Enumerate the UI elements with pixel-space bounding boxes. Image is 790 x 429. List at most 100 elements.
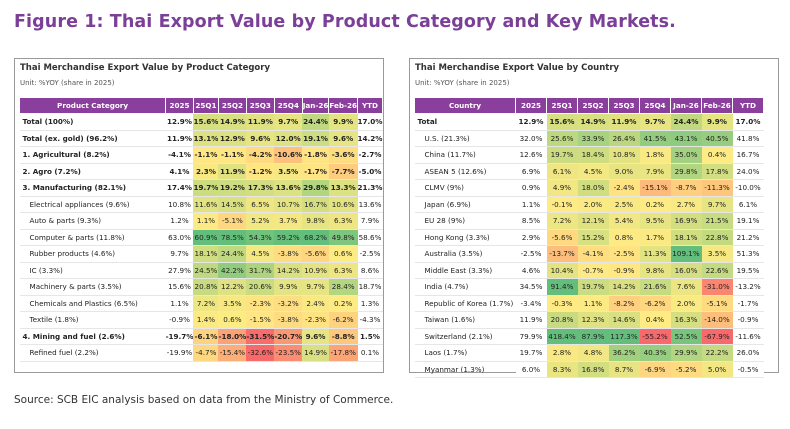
- header-period: 25Q2: [577, 97, 609, 114]
- value-cell: 16.7%: [732, 146, 764, 164]
- value-cell: 14.9%: [577, 113, 609, 131]
- value-cell: 7.9%: [357, 212, 383, 230]
- value-cell: 12.1%: [577, 212, 609, 230]
- value-cell: 18.1%: [670, 228, 702, 246]
- value-cell: 22.8%: [701, 228, 733, 246]
- value-cell: 13.6%: [357, 195, 383, 213]
- value-cell: 68.2%: [302, 228, 329, 246]
- value-cell: 1.1%: [193, 212, 219, 230]
- value-cell: 18.0%: [577, 179, 609, 197]
- value-cell: 34.5%: [515, 278, 547, 296]
- value-cell: 10.8%: [165, 195, 194, 213]
- row-label: EU 28 (9%): [414, 212, 516, 230]
- value-cell: 7.6%: [670, 278, 702, 296]
- row-label: Total: [414, 113, 516, 131]
- value-cell: -5.1%: [218, 212, 247, 230]
- header-period: 25Q2: [217, 97, 247, 114]
- value-cell: 1.4%: [193, 311, 219, 329]
- value-cell: 24.4%: [218, 245, 247, 263]
- value-cell: 9.7%: [639, 113, 671, 131]
- value-cell: 1.5%: [357, 327, 383, 345]
- header-label: Country: [414, 97, 516, 114]
- table-row: Computer & parts (11.8%) 63.0% 60.9% 78.5% 5…: [19, 228, 383, 246]
- value-cell: 18.4%: [577, 146, 609, 164]
- value-cell: 9.9%: [274, 278, 303, 296]
- value-cell: -19.7%: [165, 327, 194, 345]
- value-cell: 51.3%: [732, 245, 764, 263]
- table-row: Textile (1.8%) -0.9% 1.4% 0.6% -1.5% -3.8% -2.…: [19, 311, 383, 329]
- value-cell: 2.4%: [302, 294, 329, 312]
- value-cell: 32.0%: [515, 129, 547, 147]
- header-period: 25Q3: [608, 97, 640, 114]
- value-cell: 12.2%: [218, 278, 247, 296]
- table-row: Auto & parts (9.3%) 1.2% 1.1% -5.1% 5.2% 3.7%…: [19, 212, 383, 230]
- value-cell: 0.6%: [218, 311, 247, 329]
- value-cell: 20.8%: [193, 278, 219, 296]
- header-period: YTD: [732, 97, 764, 114]
- value-cell: 9.7%: [701, 195, 733, 213]
- value-cell: 14.5%: [218, 195, 247, 213]
- value-cell: 20.6%: [246, 278, 275, 296]
- value-cell: 26.4%: [608, 129, 640, 147]
- value-cell: 41.5%: [639, 129, 671, 147]
- value-cell: 28.4%: [328, 278, 358, 296]
- value-cell: 3.5%: [218, 294, 247, 312]
- value-cell: 2.0%: [670, 294, 702, 312]
- row-label: U.S. (21.3%): [414, 129, 516, 147]
- value-cell: 36.2%: [608, 344, 640, 362]
- value-cell: 6.5%: [246, 195, 275, 213]
- value-cell: -4.1%: [165, 146, 194, 164]
- row-label: Refined fuel (2.2%): [19, 344, 166, 362]
- row-label: Japan (6.9%): [414, 195, 516, 213]
- value-cell: 4.5%: [577, 162, 609, 180]
- value-cell: 10.7%: [274, 195, 303, 213]
- value-cell: 0.9%: [515, 179, 547, 197]
- header-period: Jan-26: [301, 97, 330, 114]
- value-cell: 22.2%: [701, 344, 733, 362]
- value-cell: -2.7%: [357, 146, 383, 164]
- header-period: 25Q1: [192, 97, 219, 114]
- value-cell: 12.9%: [218, 129, 247, 147]
- value-cell: 15.2%: [577, 228, 609, 246]
- value-cell: -2.5%: [515, 245, 547, 263]
- value-cell: 9.8%: [302, 212, 329, 230]
- value-cell: -2.5%: [357, 245, 383, 263]
- value-cell: 5.2%: [246, 212, 275, 230]
- row-label: 2. Agro (7.2%): [19, 162, 166, 180]
- value-cell: 9.9%: [328, 113, 358, 131]
- value-cell: -5.2%: [670, 360, 702, 378]
- table-row: Switzerland (2.1%) 79.9% 418.4% 87.9% 117.3%…: [414, 327, 764, 345]
- table-row: Electrical appliances (9.6%) 10.8% 11.6% 14…: [19, 195, 383, 213]
- table-row: Rubber products (4.6%) 9.7% 18.1% 24.4% 4.5%…: [19, 245, 383, 263]
- value-cell: 33.9%: [577, 129, 609, 147]
- product-table-unit: Unit: %YOY (share in 2025): [20, 79, 115, 87]
- value-cell: 29.8%: [670, 162, 702, 180]
- value-cell: 7.2%: [193, 294, 219, 312]
- value-cell: -67.9%: [701, 327, 733, 345]
- value-cell: 78.5%: [218, 228, 247, 246]
- value-cell: 19.1%: [732, 212, 764, 230]
- value-cell: 12.0%: [274, 129, 303, 147]
- table-row: Total (100%) 12.9% 15.6% 14.9% 11.9% 9.7% 24.4…: [19, 113, 383, 131]
- value-cell: 91.4%: [546, 278, 578, 296]
- table-row: Refined fuel (2.2%) -19.9% -4.7% -15.4% -32.…: [19, 344, 383, 362]
- value-cell: 18.7%: [357, 278, 383, 296]
- value-cell: 13.1%: [193, 129, 219, 147]
- value-cell: 11.9%: [165, 129, 194, 147]
- value-cell: 1.1%: [165, 294, 194, 312]
- product-table-title: Thai Merchandise Export Value by Product…: [20, 63, 270, 73]
- value-cell: -13.7%: [546, 245, 578, 263]
- value-cell: 9.6%: [302, 327, 329, 345]
- table-row: Republic of Korea (1.7%) -3.4% -0.3% 1.1% -8…: [414, 294, 764, 312]
- value-cell: -23.5%: [274, 344, 303, 362]
- row-label: Electrical appliances (9.6%): [19, 195, 166, 213]
- value-cell: 6.0%: [515, 360, 547, 378]
- value-cell: 117.3%: [608, 327, 640, 345]
- value-cell: 0.1%: [357, 344, 383, 362]
- value-cell: 29.9%: [670, 344, 702, 362]
- value-cell: 8.3%: [546, 360, 578, 378]
- row-label: India (4.7%): [414, 278, 516, 296]
- value-cell: -1.5%: [246, 311, 275, 329]
- value-cell: 79.9%: [515, 327, 547, 345]
- value-cell: -0.9%: [608, 261, 640, 279]
